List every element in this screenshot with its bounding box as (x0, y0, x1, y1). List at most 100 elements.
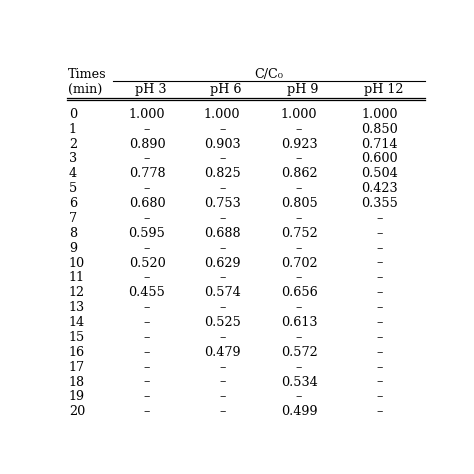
Text: 0.600: 0.600 (361, 153, 398, 165)
Text: 0: 0 (69, 108, 77, 121)
Text: –: – (219, 182, 226, 195)
Text: 0.574: 0.574 (204, 286, 241, 300)
Text: 0.805: 0.805 (281, 197, 318, 210)
Text: –: – (219, 301, 226, 314)
Text: –: – (144, 212, 150, 225)
Text: –: – (144, 346, 150, 359)
Text: 0.778: 0.778 (129, 167, 165, 180)
Text: –: – (376, 301, 383, 314)
Text: 0.499: 0.499 (281, 405, 318, 419)
Text: 13: 13 (69, 301, 85, 314)
Text: –: – (296, 301, 302, 314)
Text: –: – (376, 375, 383, 389)
Text: –: – (376, 361, 383, 374)
Text: 5: 5 (69, 182, 77, 195)
Text: –: – (144, 272, 150, 284)
Text: pH 9: pH 9 (287, 82, 319, 96)
Text: –: – (219, 212, 226, 225)
Text: –: – (376, 346, 383, 359)
Text: –: – (296, 242, 302, 255)
Text: 0.825: 0.825 (204, 167, 241, 180)
Text: –: – (376, 256, 383, 270)
Text: 0.595: 0.595 (128, 227, 165, 240)
Text: 1.000: 1.000 (361, 108, 398, 121)
Text: pH 6: pH 6 (210, 82, 242, 96)
Text: –: – (219, 405, 226, 419)
Text: 0.504: 0.504 (361, 167, 398, 180)
Text: Times
(min): Times (min) (68, 68, 107, 96)
Text: –: – (144, 331, 150, 344)
Text: –: – (144, 316, 150, 329)
Text: –: – (296, 331, 302, 344)
Text: –: – (376, 242, 383, 255)
Text: –: – (376, 331, 383, 344)
Text: 6: 6 (69, 197, 77, 210)
Text: –: – (219, 391, 226, 403)
Text: 12: 12 (69, 286, 85, 300)
Text: –: – (219, 242, 226, 255)
Text: 1: 1 (69, 123, 77, 136)
Text: –: – (144, 375, 150, 389)
Text: 0.629: 0.629 (204, 256, 240, 270)
Text: –: – (144, 391, 150, 403)
Text: 1.000: 1.000 (281, 108, 317, 121)
Text: 15: 15 (69, 331, 85, 344)
Text: –: – (376, 272, 383, 284)
Text: 18: 18 (69, 375, 85, 389)
Text: 10: 10 (69, 256, 85, 270)
Text: –: – (376, 227, 383, 240)
Text: C/C₀: C/C₀ (255, 68, 283, 81)
Text: –: – (144, 405, 150, 419)
Text: 8: 8 (69, 227, 77, 240)
Text: –: – (376, 316, 383, 329)
Text: 0.890: 0.890 (129, 137, 165, 151)
Text: –: – (376, 212, 383, 225)
Text: –: – (219, 153, 226, 165)
Text: 0.355: 0.355 (361, 197, 398, 210)
Text: 17: 17 (69, 361, 85, 374)
Text: 7: 7 (69, 212, 77, 225)
Text: –: – (296, 182, 302, 195)
Text: –: – (219, 272, 226, 284)
Text: –: – (296, 153, 302, 165)
Text: 0.423: 0.423 (361, 182, 398, 195)
Text: –: – (376, 391, 383, 403)
Text: –: – (144, 242, 150, 255)
Text: 16: 16 (69, 346, 85, 359)
Text: 0.656: 0.656 (281, 286, 318, 300)
Text: 1.000: 1.000 (204, 108, 240, 121)
Text: 0.613: 0.613 (281, 316, 317, 329)
Text: 11: 11 (69, 272, 85, 284)
Text: 0.752: 0.752 (281, 227, 318, 240)
Text: –: – (144, 361, 150, 374)
Text: 3: 3 (69, 153, 77, 165)
Text: 14: 14 (69, 316, 85, 329)
Text: 20: 20 (69, 405, 85, 419)
Text: 19: 19 (69, 391, 85, 403)
Text: 0.520: 0.520 (128, 256, 165, 270)
Text: –: – (144, 123, 150, 136)
Text: 0.753: 0.753 (204, 197, 241, 210)
Text: pH 3: pH 3 (135, 82, 166, 96)
Text: 0.714: 0.714 (361, 137, 398, 151)
Text: –: – (144, 182, 150, 195)
Text: 0.534: 0.534 (281, 375, 318, 389)
Text: –: – (296, 272, 302, 284)
Text: 0.850: 0.850 (361, 123, 398, 136)
Text: 0.903: 0.903 (204, 137, 240, 151)
Text: 0.572: 0.572 (281, 346, 318, 359)
Text: –: – (296, 391, 302, 403)
Text: pH 12: pH 12 (364, 82, 403, 96)
Text: –: – (219, 123, 226, 136)
Text: 0.702: 0.702 (281, 256, 318, 270)
Text: 4: 4 (69, 167, 77, 180)
Text: –: – (144, 301, 150, 314)
Text: 0.680: 0.680 (129, 197, 165, 210)
Text: 0.688: 0.688 (204, 227, 240, 240)
Text: 0.923: 0.923 (281, 137, 318, 151)
Text: –: – (376, 405, 383, 419)
Text: 1.000: 1.000 (129, 108, 165, 121)
Text: –: – (219, 375, 226, 389)
Text: 0.525: 0.525 (204, 316, 241, 329)
Text: 0.862: 0.862 (281, 167, 318, 180)
